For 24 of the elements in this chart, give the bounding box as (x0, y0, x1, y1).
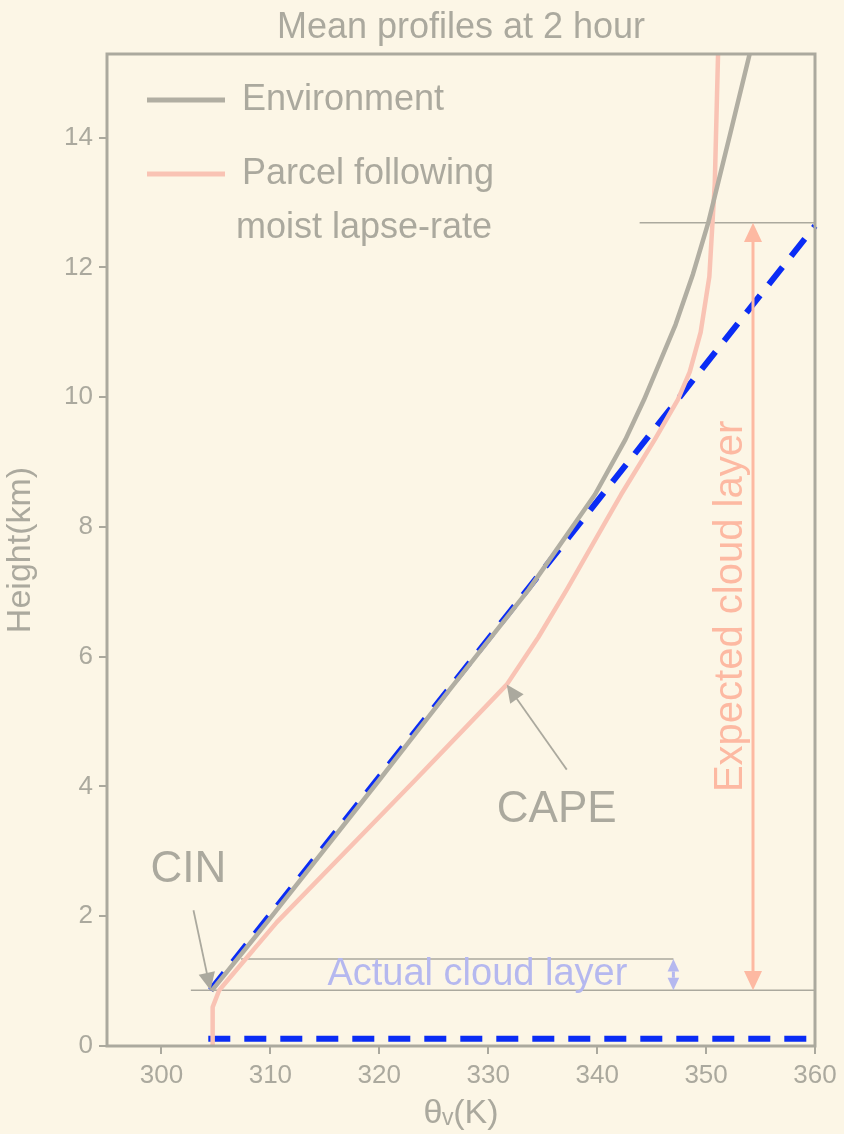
y-tick-label: 4 (78, 769, 93, 800)
y-tick-label: 6 (78, 639, 93, 670)
chart-title: Mean profiles at 2 hour (276, 4, 646, 46)
x-tick-label: 300 (139, 1058, 184, 1089)
x-tick-label: 310 (248, 1058, 293, 1089)
y-tick-label: 12 (64, 250, 93, 281)
x-tick-label: 360 (793, 1058, 837, 1089)
x-tick-label: 340 (575, 1058, 619, 1089)
legend-label: Environment (242, 76, 445, 118)
y-tick-label: 0 (78, 1029, 93, 1060)
annotation: CIN (150, 842, 227, 892)
x-tick-label: 330 (466, 1058, 510, 1089)
y-axis-title: Height(km) (0, 466, 37, 634)
legend-label: Parcel following moist lapse-rate (236, 150, 495, 246)
x-tick-label: 350 (684, 1058, 728, 1089)
y-tick-label: 2 (78, 899, 93, 930)
x-tick-label: 320 (357, 1058, 401, 1089)
y-tick-label: 10 (64, 380, 93, 411)
annotation: Actual cloud layer (327, 951, 628, 994)
y-tick-label: 14 (64, 120, 93, 151)
y-tick-label: 8 (78, 510, 93, 541)
annotation: Expected cloud layer (706, 420, 751, 793)
x-axis-title: θᵥ(K) (423, 1091, 499, 1130)
annotation: CAPE (496, 781, 617, 831)
